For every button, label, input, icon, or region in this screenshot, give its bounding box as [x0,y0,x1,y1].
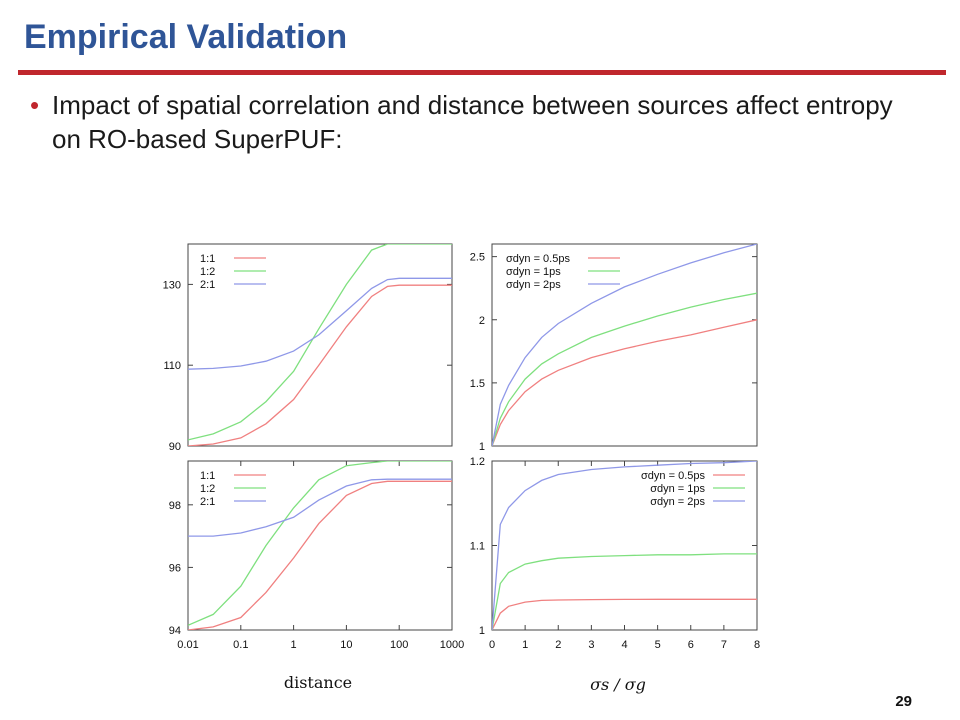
x-tick-label: 8 [754,639,760,651]
legend-label: σdyn = 2ps [506,279,561,291]
title-rule [18,70,946,75]
legend-label: 1:2 [200,483,215,495]
plot-frame-1 [491,243,758,447]
x-tick-label: 4 [621,639,627,651]
legend-label: σdyn = 1ps [650,483,705,495]
legend-label: 1:1 [200,253,215,265]
series-line-red [188,284,452,446]
plot-frame-2 [187,460,453,631]
series-line-blue [492,244,757,446]
series-line-green [492,553,757,630]
y-tick-label: 94 [169,625,181,637]
x-tick-label: 1 [291,639,297,651]
x-tick-label: 10 [340,639,352,651]
series-line-green [188,244,452,441]
x-tick-label: 0 [489,639,495,651]
series-line-green [188,461,452,626]
slide-title: Empirical Validation [24,18,348,56]
x-tick-label: 1 [522,639,528,651]
x-tick-label: 2 [555,639,561,651]
legend-label: 1:2 [200,266,215,278]
x-tick-label: 100 [390,639,408,651]
y-tick-label: 96 [169,562,181,574]
series-line-red [188,480,452,630]
y-tick-label: 130 [163,279,181,291]
bullet-marker: • [30,90,40,120]
series-line-red [492,319,757,446]
x-tick-label: 1000 [440,639,464,651]
x-tick-label: 0.01 [177,639,198,651]
legend-label: σdyn = 2ps [650,496,705,508]
plot-frame-0 [187,243,453,447]
x-tick-label: 5 [655,639,661,651]
legend-label: 2:1 [200,279,215,291]
legend-label: σdyn = 0.5ps [506,253,570,265]
legend-label: 1:1 [200,470,215,482]
x-axis-label-sigma-ratio: σs / σg [590,675,646,694]
y-tick-label: 2.5 [470,252,485,264]
series-line-red [492,598,757,630]
legend-label: σdyn = 1ps [506,266,561,278]
x-tick-label: 3 [588,639,594,651]
y-tick-label: 1.5 [470,378,485,390]
x-tick-label: 6 [688,639,694,651]
y-tick-label: 90 [169,441,181,453]
y-tick-label: 2 [479,315,485,327]
legend-label: 2:1 [200,496,215,508]
y-tick-label: 98 [169,500,181,512]
series-line-blue [188,478,452,537]
y-tick-label: 110 [163,360,181,372]
series-line-blue [188,277,452,370]
y-tick-label: 1 [479,625,485,637]
series-line-green [492,292,757,446]
bullet-text: Impact of spatial correlation and distan… [52,90,893,154]
y-tick-label: 1 [479,441,485,453]
page-number: 29 [895,693,912,710]
y-tick-label: 1.2 [470,456,485,468]
series-line-blue [492,461,757,630]
legend-label: σdyn = 0.5ps [641,470,705,482]
y-tick-label: 1.1 [470,541,485,553]
x-axis-label-distance: distance [284,673,352,692]
x-tick-label: 7 [721,639,727,651]
x-tick-label: 0.1 [233,639,248,651]
